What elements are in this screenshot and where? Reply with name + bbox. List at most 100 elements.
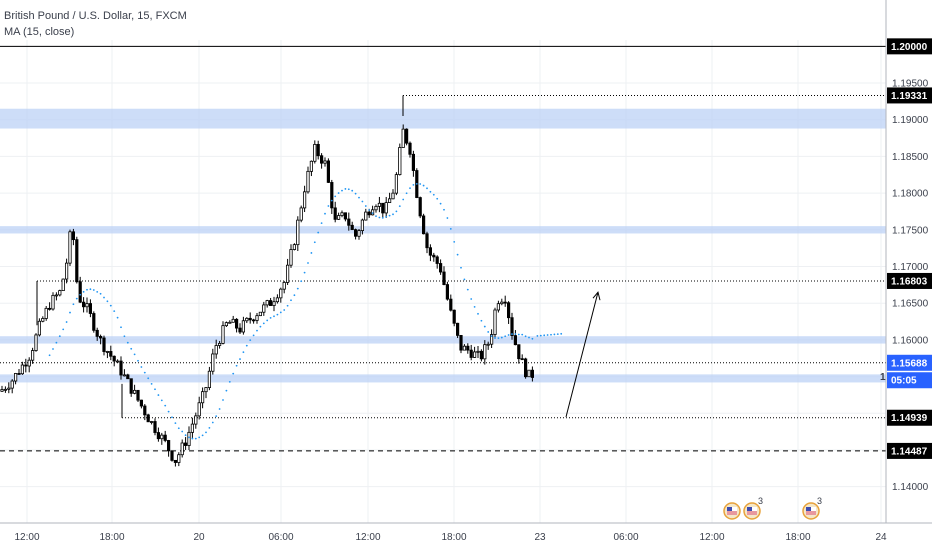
candle-body (432, 254, 436, 258)
ma-dot (218, 408, 221, 410)
candle-body (24, 364, 28, 367)
candle-body (88, 303, 92, 314)
candle-body (3, 388, 7, 391)
ma-dot (208, 426, 211, 429)
ma-dot (120, 326, 122, 329)
price-tag-resistance-bg (887, 272, 932, 289)
candle-body (517, 344, 521, 360)
candle-body (116, 360, 120, 363)
candle-body (387, 198, 392, 203)
ma-dot (300, 280, 303, 283)
candle-body (163, 434, 167, 441)
ma-dot (259, 325, 262, 328)
ma-dot (52, 348, 54, 350)
ma-dot (293, 294, 296, 297)
price-zone (0, 108, 886, 129)
ma-dot (235, 364, 238, 367)
ma-dot (463, 278, 466, 281)
candle-body (217, 342, 222, 346)
candle-body (200, 391, 205, 404)
candle-body (143, 405, 147, 416)
candle-body (241, 320, 245, 333)
candle-body (377, 202, 382, 207)
candle-body (54, 294, 59, 297)
price-tag-high: 1.19331 (891, 91, 928, 102)
ma-dot (303, 271, 306, 274)
ma-dot (164, 404, 167, 407)
candle-body (71, 231, 75, 241)
candle-body (37, 320, 42, 336)
time-axis[interactable]: 12:00 18:00 20 06:00 12:00 18:00 23 06:00 12:00 1… (0, 522, 932, 543)
price-axis[interactable]: 1.20000 1.19500 1.19000 1.18500 1.18000 1.175… (880, 0, 932, 523)
ma-dot (242, 351, 245, 354)
ma-dot (103, 296, 105, 299)
time-tick-label: 12:00 (14, 532, 39, 543)
candle-body (183, 442, 188, 446)
candle-body (425, 233, 429, 249)
candle-body (180, 442, 184, 456)
ma-dot (550, 333, 552, 336)
ma-dot (480, 319, 483, 322)
candle-body (476, 350, 480, 353)
candle-body (445, 284, 450, 300)
ma-dot (133, 353, 136, 356)
ma-dot (86, 288, 88, 291)
ma-dot (354, 192, 357, 195)
ma-dot (477, 312, 479, 315)
candle-body (486, 343, 490, 346)
ma-dot (405, 192, 408, 195)
candle-body (313, 143, 317, 162)
candle-body (309, 160, 314, 172)
ma-dot (82, 290, 85, 293)
candle-body (95, 329, 99, 337)
candle-body (306, 170, 310, 193)
candle-body (92, 313, 96, 331)
candle-body (194, 415, 198, 425)
ma-dot (222, 399, 224, 401)
ma-dot (154, 388, 156, 391)
price-tag-dashed-bg (887, 442, 932, 459)
ma-dot (211, 421, 214, 424)
ma-dot (412, 183, 415, 186)
annotation-arrow-head (592, 291, 601, 301)
time-tick-label: 06:00 (613, 532, 638, 543)
ma-dot (157, 394, 160, 396)
candle-body (139, 399, 143, 407)
candle-body (479, 350, 484, 360)
ma-dot (65, 321, 68, 323)
ma-dot (381, 216, 384, 219)
candle-body (132, 389, 137, 394)
candle-body (166, 440, 171, 452)
candle-body (299, 207, 303, 221)
ma-dot (245, 344, 248, 347)
indicator-label[interactable]: MA (15, close) (4, 26, 75, 38)
ma-dot (546, 334, 549, 336)
candle-body (503, 301, 507, 304)
ma-dot (228, 380, 231, 383)
ma-dot (543, 334, 546, 337)
ma-dot (426, 187, 428, 190)
countdown-label: 05:05 (891, 376, 917, 387)
ma-dot (147, 377, 150, 380)
ma-dot (560, 332, 563, 335)
candle-body (333, 207, 337, 220)
ma-dot (262, 322, 265, 325)
ma-dot (75, 297, 78, 300)
ma-dot (273, 315, 275, 318)
ma-dot (62, 328, 65, 331)
candle-body (234, 318, 239, 329)
candle-body (126, 374, 130, 380)
ma-dot (215, 415, 218, 418)
time-tick-label: 12:00 (355, 532, 380, 543)
ma-dot (171, 416, 173, 419)
candle-body (394, 174, 399, 194)
candle-body (323, 160, 327, 164)
candle-body (255, 315, 259, 321)
candle-body (506, 302, 511, 319)
ma-dot (317, 231, 320, 234)
price-tag-low: 1.14939 (891, 413, 928, 424)
price-tag-resistance: 1.16803 (891, 276, 928, 287)
candle-body (251, 319, 256, 322)
